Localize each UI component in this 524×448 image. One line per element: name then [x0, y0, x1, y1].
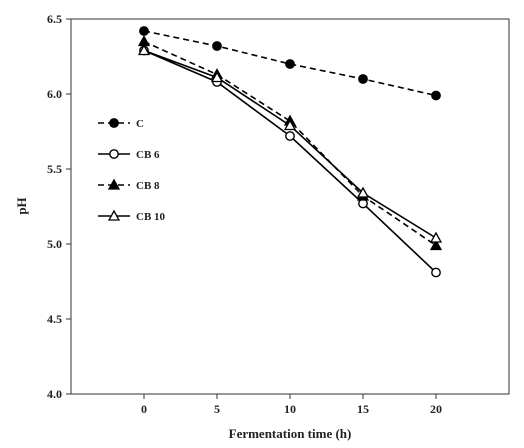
- data-point: [358, 74, 368, 84]
- data-point: [137, 44, 151, 56]
- y-tick-label: 4.5: [47, 312, 62, 326]
- legend-marker: [107, 209, 121, 221]
- y-tick-label: 5.5: [47, 162, 62, 176]
- data-point: [210, 71, 224, 83]
- data-point: [356, 186, 370, 198]
- y-tick-label: 6.5: [47, 12, 62, 26]
- x-tick-label: 20: [430, 402, 442, 416]
- data-point: [139, 26, 149, 36]
- series-line: [143, 40, 437, 247]
- x-tick-label: 0: [141, 402, 147, 416]
- series-3: [137, 44, 443, 243]
- x-tick-label: 10: [284, 402, 296, 416]
- y-tick-label: 6.0: [47, 87, 62, 101]
- legend-item: C: [98, 118, 144, 130]
- x-axis-ticks: 0 5 10 15 20: [141, 394, 442, 416]
- y-axis-ticks: 4.0 4.5 5.0 5.5 6.0 6.5: [47, 12, 71, 401]
- legend-label: C: [136, 118, 144, 130]
- legend-item: CB 6: [98, 149, 160, 161]
- legend-marker: [107, 178, 121, 190]
- series-line: [143, 49, 437, 274]
- series-line: [143, 49, 437, 239]
- legend-item: CB 8: [98, 178, 160, 192]
- series-0: [139, 26, 441, 101]
- y-axis-title: pH: [14, 197, 29, 214]
- legend-marker: [109, 118, 119, 128]
- data-point: [431, 90, 441, 101]
- legend-label: CB 10: [136, 211, 166, 223]
- x-tick-label: 5: [214, 402, 220, 416]
- data-point: [431, 267, 441, 278]
- series-1: [139, 45, 441, 278]
- data-point: [137, 35, 151, 47]
- x-tick-label: 15: [357, 402, 369, 416]
- legend: C CB 6 CB 8 CB 10: [98, 118, 166, 223]
- data-point: [283, 119, 297, 131]
- data-point: [285, 131, 295, 141]
- data-point: [429, 231, 443, 243]
- data-point: [429, 239, 443, 251]
- y-tick-label: 4.0: [47, 387, 62, 401]
- legend-item: CB 10: [98, 209, 166, 223]
- legend-label: CB 8: [136, 180, 160, 192]
- series-layer: [137, 26, 443, 278]
- legend-marker: [109, 149, 119, 159]
- data-point: [212, 41, 222, 51]
- plot-frame: [70, 18, 510, 395]
- data-point: [285, 59, 295, 69]
- x-axis-title: Fermentation time (h): [229, 426, 352, 441]
- y-tick-label: 5.0: [47, 237, 62, 251]
- legend-label: CB 6: [136, 149, 160, 161]
